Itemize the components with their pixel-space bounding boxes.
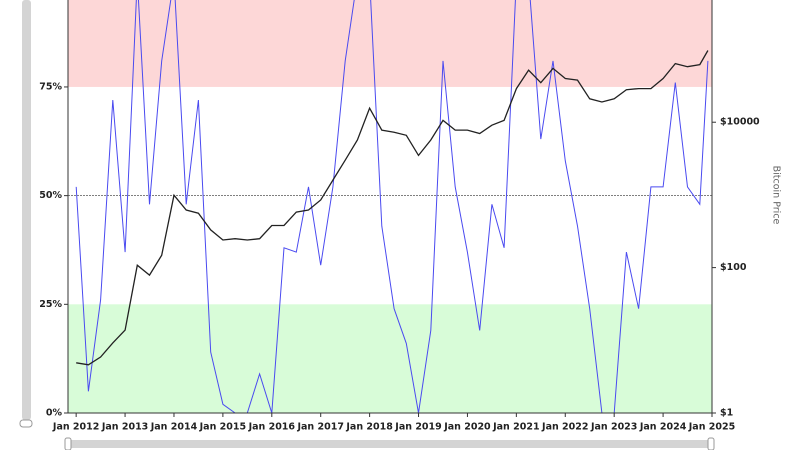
x-tick-label: Jan 2025 — [688, 422, 735, 433]
y2-tick-label: $100 — [720, 262, 747, 273]
vertical-scroll-track[interactable] — [22, 0, 31, 420]
band — [68, 0, 712, 87]
y2-tick-label: $1 — [720, 408, 733, 419]
series-line — [76, 50, 709, 366]
x-tick-label: Jan 2012 — [52, 422, 99, 433]
x-tick-label: Jan 2023 — [590, 422, 637, 433]
y-tick-label: 25% — [39, 299, 62, 310]
y-tick-label: 0% — [46, 408, 63, 419]
x-tick-label: Jan 2022 — [541, 422, 588, 433]
x-tick-label: Jan 2019 — [394, 422, 441, 433]
x-tick-label: Jan 2014 — [150, 422, 198, 433]
horizontal-scroll-track[interactable] — [66, 440, 714, 448]
horizontal-scroll-handle-left[interactable] — [64, 437, 72, 451]
y2-tick-label: $10000 — [720, 117, 760, 128]
x-tick-label: Jan 2013 — [101, 422, 148, 433]
series-line — [75, 0, 709, 413]
x-tick-label: Jan 2024 — [639, 422, 687, 433]
x-tick-label: Jan 2020 — [443, 422, 491, 433]
band — [68, 304, 712, 413]
horizontal-scroll-handle-right[interactable] — [707, 437, 715, 451]
y2-axis-label: Bitcoin Price — [771, 166, 782, 225]
x-tick-label: Jan 2017 — [296, 422, 343, 433]
x-tick-label: Jan 2021 — [492, 422, 539, 433]
y-tick-label: 50% — [39, 190, 62, 201]
plot-area — [75, 0, 709, 413]
x-tick-label: Jan 2015 — [199, 422, 246, 433]
x-tick-label: Jan 2018 — [345, 422, 393, 433]
plot-background — [68, 0, 712, 413]
y-tick-label: 75% — [39, 81, 62, 92]
vertical-scroll-handle[interactable] — [19, 419, 33, 428]
x-tick-label: Jan 2016 — [248, 422, 296, 433]
